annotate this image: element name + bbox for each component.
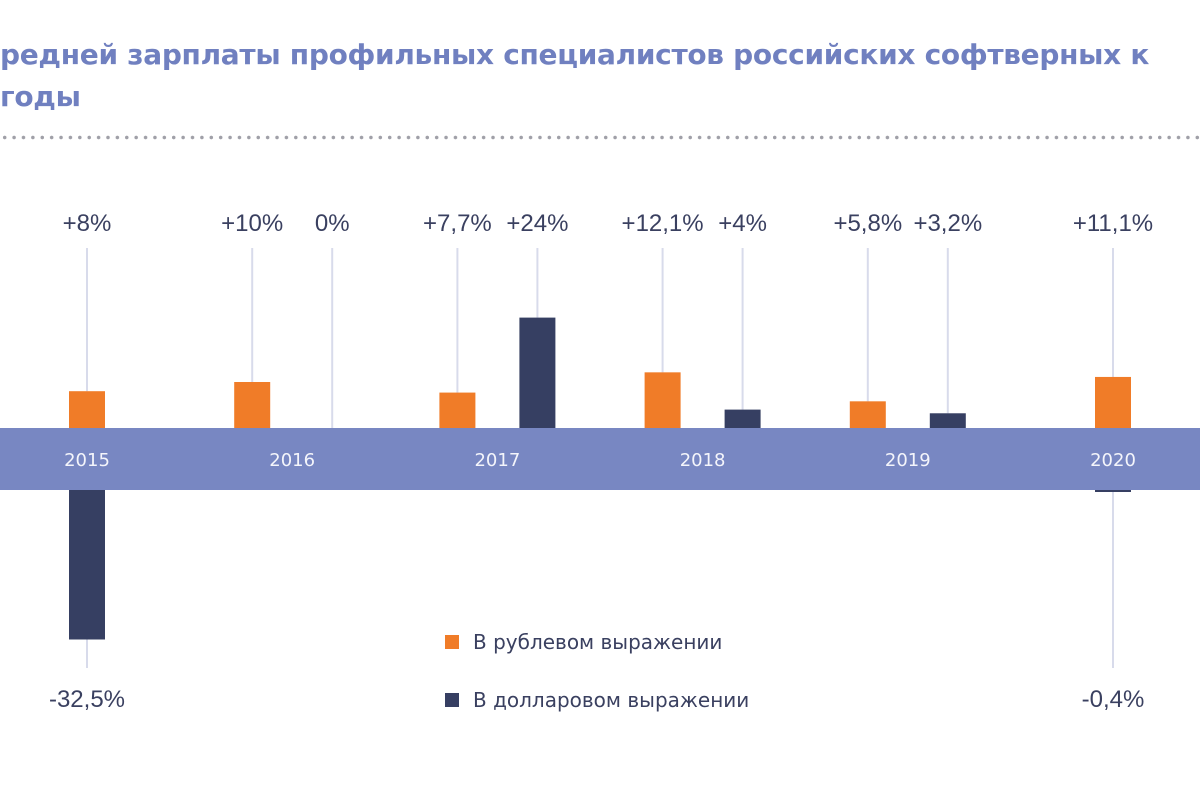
chart-title-line-2: годы bbox=[0, 80, 81, 113]
data-label: +11,1% bbox=[1073, 210, 1153, 237]
bar-rub-2015 bbox=[69, 391, 105, 428]
bar-rub-2019 bbox=[849, 401, 886, 428]
legend-swatch-rub bbox=[445, 635, 459, 649]
legend-label-usd: В долларовом выражении bbox=[473, 688, 750, 712]
dotted-divider bbox=[0, 135, 1200, 140]
data-label: -0,4% bbox=[1082, 686, 1145, 713]
x-tick-label: 2017 bbox=[474, 450, 520, 471]
x-tick-label: 2015 bbox=[64, 450, 110, 471]
data-label: +8% bbox=[63, 210, 112, 237]
data-label: +10% bbox=[221, 210, 283, 237]
data-label: -32,5% bbox=[49, 686, 125, 713]
bar-usd-2019 bbox=[929, 413, 966, 428]
bar-rub-2018 bbox=[644, 372, 681, 428]
data-label: +24% bbox=[506, 210, 568, 237]
bar-rub-2016 bbox=[234, 382, 271, 428]
data-label: +4% bbox=[718, 210, 767, 237]
legend-swatch-usd bbox=[445, 693, 459, 707]
bar-usd-2015 bbox=[69, 490, 105, 640]
chart-title-line-1: редней зарплаты профильных специалистов … bbox=[0, 38, 1150, 71]
bar-rub-2020 bbox=[1095, 376, 1131, 428]
x-tick-label: 2020 bbox=[1090, 450, 1136, 471]
legend-item-rub: В рублевом выражении bbox=[445, 630, 722, 654]
x-tick-label: 2018 bbox=[680, 450, 726, 471]
bar-rub-2017 bbox=[439, 392, 476, 428]
data-label: 0% bbox=[315, 210, 350, 237]
data-label: +7,7% bbox=[423, 210, 492, 237]
legend-label-rub: В рублевом выражении bbox=[473, 630, 723, 654]
data-label: +12,1% bbox=[622, 210, 704, 237]
data-label: +3,2% bbox=[913, 210, 982, 237]
axis-band bbox=[0, 428, 1200, 490]
legend-item-usd: В долларовом выражении bbox=[445, 688, 749, 712]
x-tick-label: 2019 bbox=[885, 450, 931, 471]
bar-usd-2018 bbox=[724, 409, 761, 428]
bar-usd-2017 bbox=[519, 317, 556, 428]
data-label: +5,8% bbox=[833, 210, 902, 237]
bar-usd-2020 bbox=[1095, 490, 1131, 492]
x-tick-label: 2016 bbox=[269, 450, 315, 471]
